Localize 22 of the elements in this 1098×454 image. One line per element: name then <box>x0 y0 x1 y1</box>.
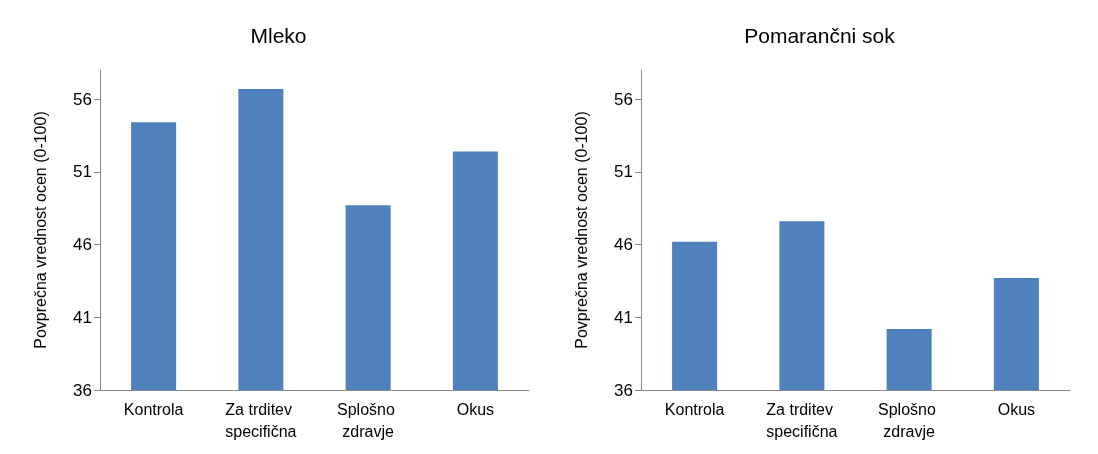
x-tick-label: Okus <box>456 400 495 418</box>
y-tick-label: 46 <box>614 235 633 255</box>
y-tick-label: 51 <box>614 162 633 182</box>
x-tick-label: Okus <box>997 400 1036 418</box>
y-tick-label: 36 <box>614 380 633 400</box>
y-tick-label: 46 <box>73 235 92 255</box>
chart-title: Mleko <box>250 24 307 47</box>
x-tick-label: Za trditev specifična <box>766 400 838 440</box>
y-tick-label: 56 <box>614 89 633 109</box>
x-tick-label: Splošno zdravje <box>877 400 941 440</box>
y-axis-title: Povprečna vrednost ocen (0-100) <box>572 111 590 349</box>
y-tick-label: 41 <box>614 307 633 327</box>
y-tick-label: 36 <box>73 380 92 400</box>
x-tick-label: Kontrola <box>123 400 184 418</box>
chart-title: Pomarančni sok <box>744 24 896 47</box>
y-tick-label: 56 <box>73 89 92 109</box>
y-axis-title: Povprečna vrednost ocen (0-100) <box>31 111 49 349</box>
x-tick-label: Za trditev specifična <box>225 400 297 440</box>
y-tick-label: 51 <box>73 162 92 182</box>
y-tick-label: 41 <box>73 307 92 327</box>
x-tick-label: Kontrola <box>664 400 725 418</box>
x-tick-label: Splošno zdravje <box>336 400 400 440</box>
